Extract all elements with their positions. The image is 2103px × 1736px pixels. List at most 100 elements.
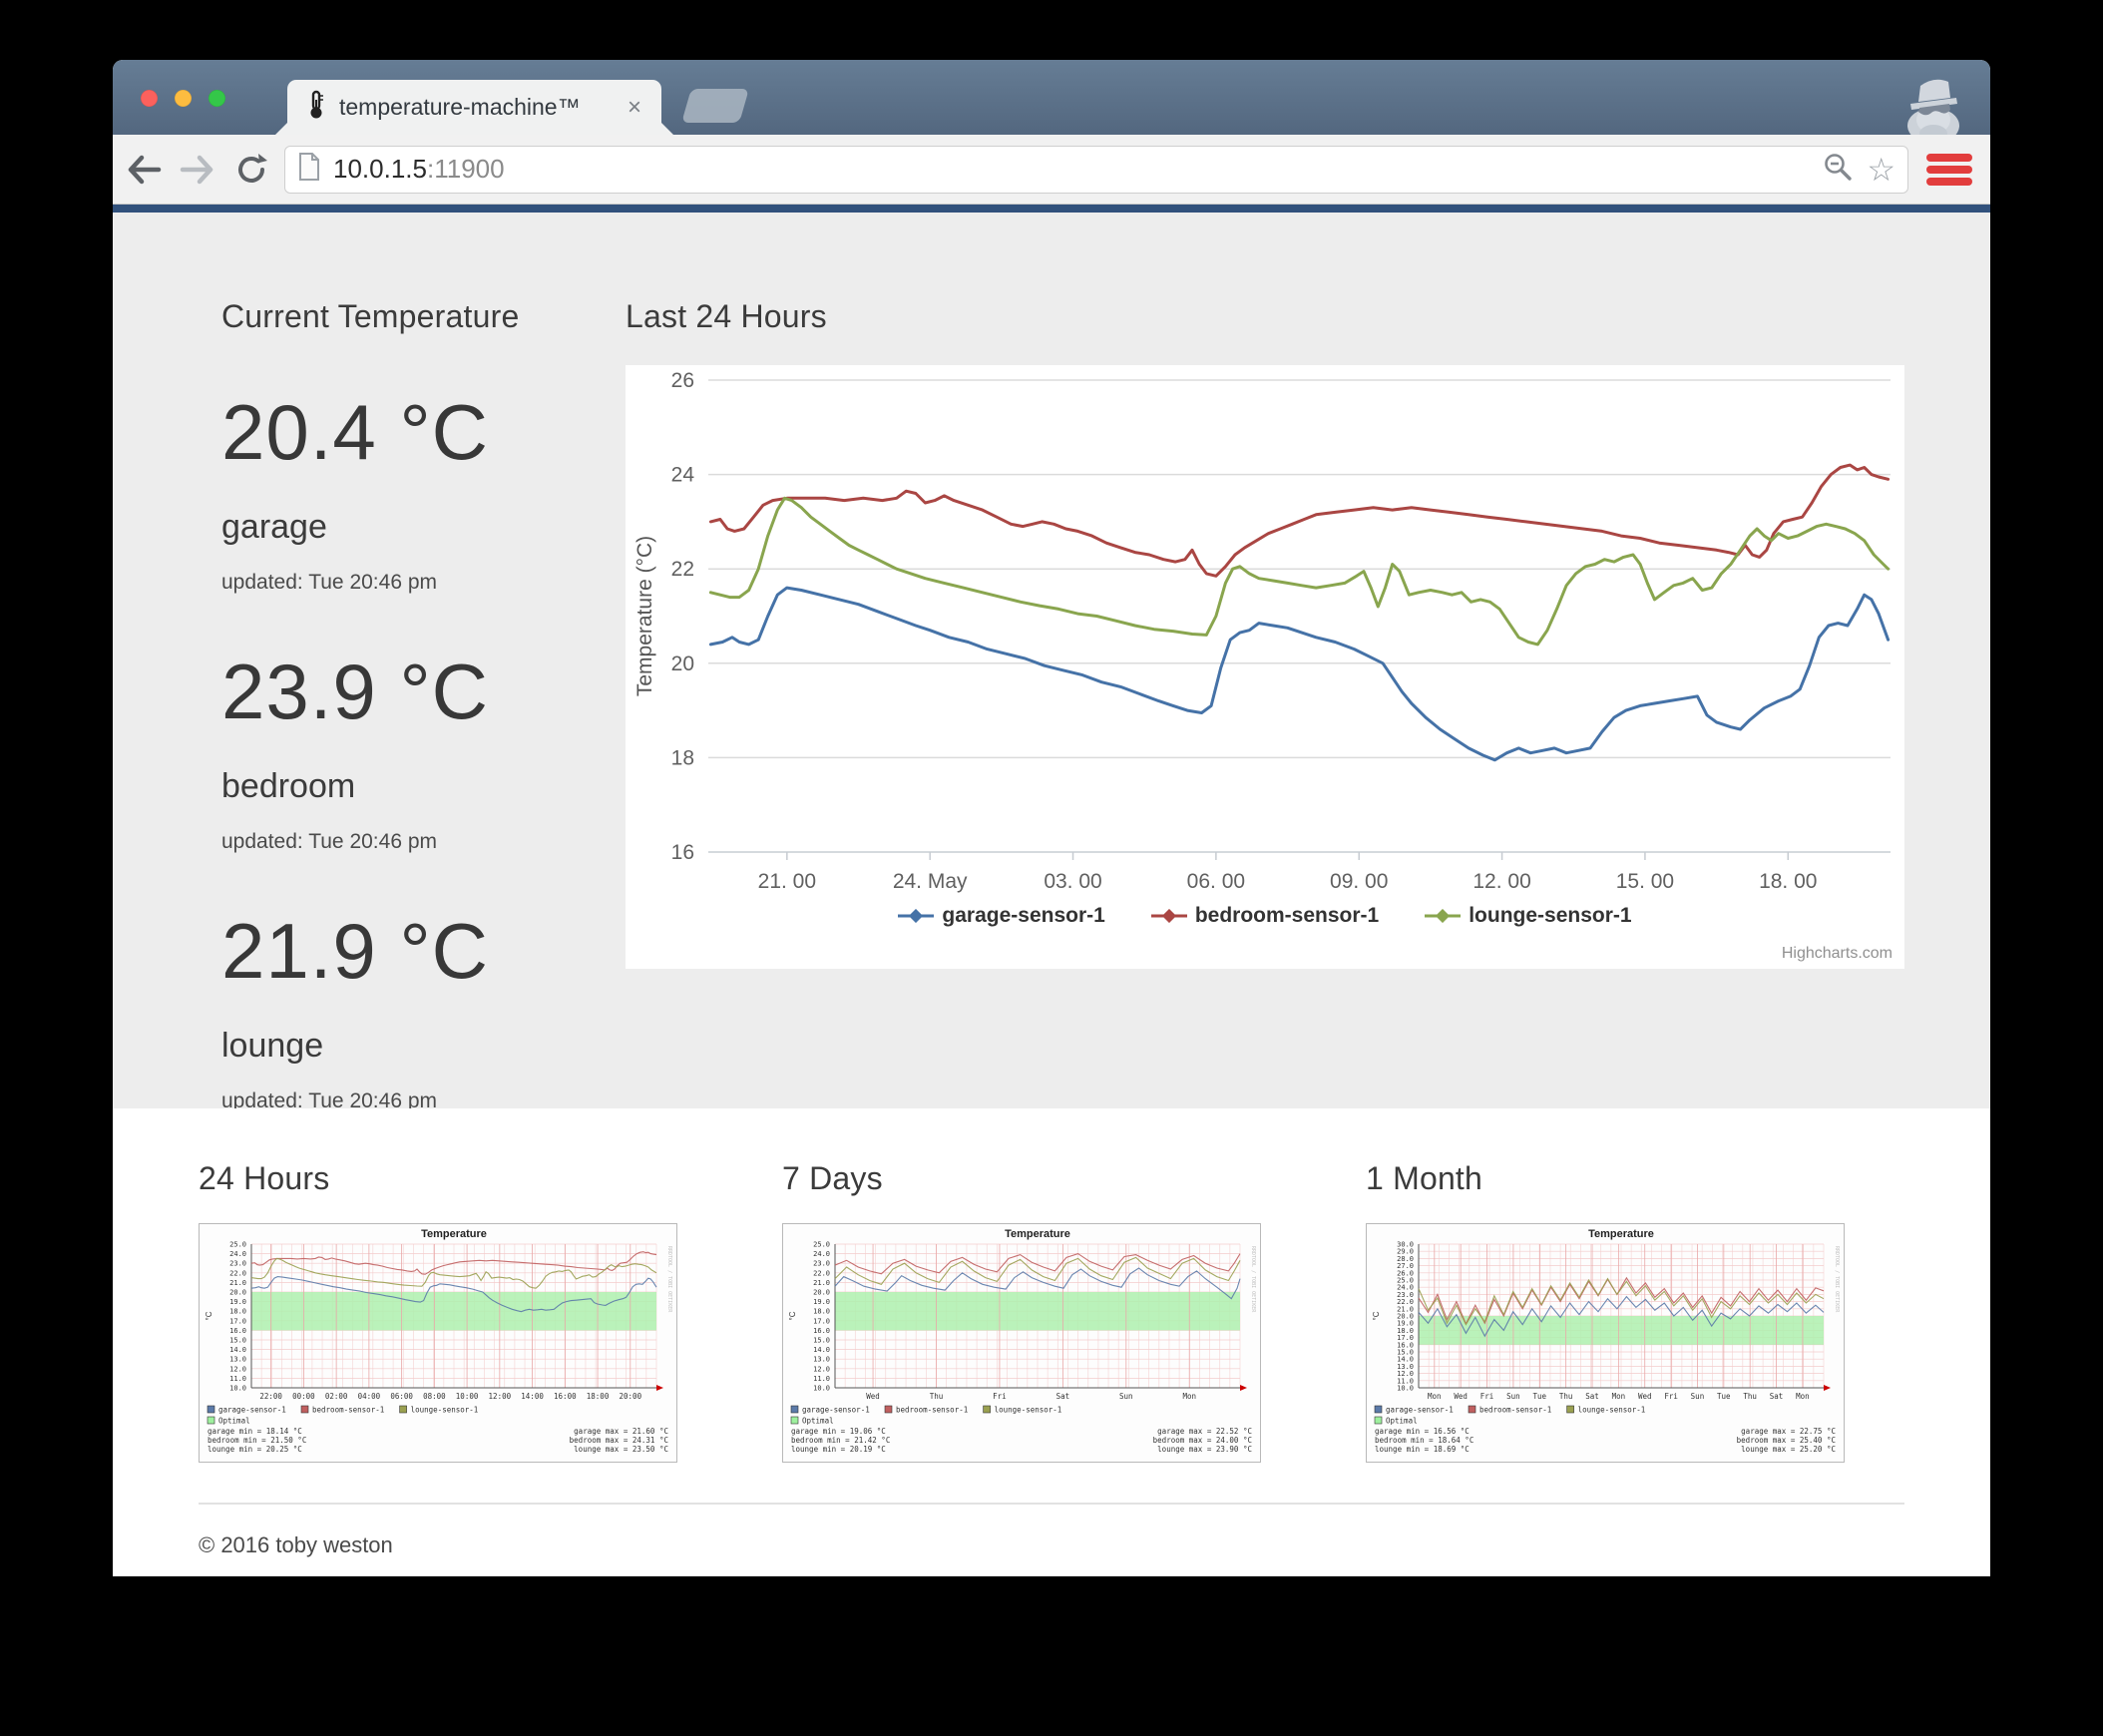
svg-text:Fri: Fri <box>993 1392 1007 1401</box>
thumb-heading-7d: 7 Days <box>782 1160 883 1196</box>
svg-text:14.0: 14.0 <box>229 1346 246 1354</box>
svg-text:20.0: 20.0 <box>1397 1313 1414 1321</box>
svg-text:24: 24 <box>671 464 695 487</box>
svg-text:28.0: 28.0 <box>1397 1255 1414 1263</box>
legend-item-lounge-sensor-1[interactable]: lounge-sensor-1 <box>1425 904 1632 928</box>
tab-close-icon[interactable]: × <box>627 93 641 121</box>
svg-text:18.0: 18.0 <box>813 1308 830 1316</box>
svg-text:16:00: 16:00 <box>554 1392 577 1401</box>
svg-text:15.0: 15.0 <box>229 1337 246 1345</box>
minimize-window-button[interactable] <box>175 90 192 107</box>
legend-label: lounge-sensor-1 <box>1469 904 1632 927</box>
sensor-name: garage <box>221 508 327 546</box>
svg-text:22.0: 22.0 <box>1397 1298 1414 1306</box>
svg-text:RRDTOOL / TOBI OETIKER: RRDTOOL / TOBI OETIKER <box>666 1246 672 1313</box>
thumbnail-graph-24h[interactable]: Temperature 22:00 00:00 02:00 04:00 06:00 08:0… <box>199 1223 677 1463</box>
history-7-days: 7 Days Temperature Wed Thu Fri Sat Sun Mon 10.0… <box>782 1160 1261 1463</box>
svg-text:Mon: Mon <box>1428 1392 1442 1401</box>
url-text[interactable]: 10.0.1.5:11900 <box>333 154 505 184</box>
footer-divider <box>199 1503 1904 1505</box>
browser-tab[interactable]: temperature-machine™ × <box>287 80 661 135</box>
svg-text:°C: °C <box>205 1311 213 1320</box>
svg-text:Optimal: Optimal <box>802 1417 834 1426</box>
svg-text:24. May: 24. May <box>893 870 968 893</box>
svg-text:16.0: 16.0 <box>1397 1341 1414 1349</box>
svg-text:16.0: 16.0 <box>813 1327 830 1335</box>
svg-text:04:00: 04:00 <box>358 1392 381 1401</box>
history-section: 24 Hours Temperature 22:00 00:00 02:00 04:00… <box>113 1108 1990 1576</box>
svg-text:lounge min = 18.69 °C: lounge min = 18.69 °C <box>1375 1445 1470 1454</box>
temperature-line-chart: 16 18 20 22 24 26 21. 00 24. May 03. 00 06. 00 09.… <box>633 369 1891 893</box>
sensor-reading: 20.4 °C garage updated: Tue 20:46 pm <box>221 387 626 595</box>
svg-text:24.0: 24.0 <box>229 1250 246 1258</box>
svg-text:18.0: 18.0 <box>1397 1327 1414 1335</box>
close-window-button[interactable] <box>141 90 158 107</box>
svg-text:13.0: 13.0 <box>1397 1363 1414 1371</box>
svg-text:18: 18 <box>671 746 694 769</box>
svg-text:Fri: Fri <box>1664 1392 1678 1401</box>
legend-item-bedroom-sensor-1[interactable]: bedroom-sensor-1 <box>1150 904 1380 928</box>
svg-text:10.0: 10.0 <box>229 1385 246 1393</box>
last-24-hours-chart: 16 18 20 22 24 26 21. 00 24. May 03. 00 06. 00 09.… <box>626 365 1904 969</box>
legend-item-garage-sensor-1[interactable]: garage-sensor-1 <box>898 904 1105 928</box>
browser-menu-icon[interactable] <box>1926 151 1972 189</box>
sensor-updated: updated: Tue 20:46 pm <box>221 1089 437 1112</box>
bookmark-star-icon[interactable]: ☆ <box>1867 151 1895 188</box>
forward-button[interactable] <box>175 147 220 193</box>
thumbnail-graph-7d[interactable]: Temperature Wed Thu Fri Sat Sun Mon 10.0 11.0 12.… <box>782 1223 1261 1463</box>
svg-text:lounge-sensor-1: lounge-sensor-1 <box>995 1406 1062 1415</box>
svg-text:15.0: 15.0 <box>1397 1349 1414 1357</box>
address-bar[interactable]: 10.0.1.5:11900 ☆ <box>284 145 1908 194</box>
svg-text:bedroom min = 21.42 °C: bedroom min = 21.42 °C <box>791 1436 890 1445</box>
zoom-window-button[interactable] <box>209 90 225 107</box>
svg-text:Sun: Sun <box>1506 1392 1520 1401</box>
svg-text:Wed: Wed <box>866 1392 880 1401</box>
thumbnail-graph-1m[interactable]: Temperature Mon Wed Fri Sun Tue Thu Sat Mon Wed Fr… <box>1366 1223 1845 1463</box>
svg-text:06. 00: 06. 00 <box>1187 870 1245 893</box>
svg-text:Wed: Wed <box>1638 1392 1652 1401</box>
new-tab-button[interactable] <box>681 89 749 123</box>
legend-label: bedroom-sensor-1 <box>1194 904 1380 927</box>
svg-text:Mon: Mon <box>1796 1392 1810 1401</box>
svg-text:lounge-sensor-1: lounge-sensor-1 <box>1578 1406 1646 1415</box>
svg-text:23.0: 23.0 <box>229 1260 246 1268</box>
svg-text:18. 00: 18. 00 <box>1759 870 1817 893</box>
back-button[interactable] <box>121 147 167 193</box>
svg-text:03. 00: 03. 00 <box>1044 870 1101 893</box>
sensor-value: 20.4 °C <box>221 388 490 476</box>
current-temperature-column: Current Temperature 20.4 °C garage updat… <box>221 298 626 1112</box>
svg-text:25.0: 25.0 <box>229 1241 246 1249</box>
page-document-icon <box>297 152 321 187</box>
svg-text:bedroom-sensor-1: bedroom-sensor-1 <box>312 1406 384 1415</box>
zoom-out-page-icon[interactable] <box>1823 152 1853 187</box>
svg-text:21. 00: 21. 00 <box>758 870 816 893</box>
svg-text:Tue: Tue <box>1532 1392 1546 1401</box>
svg-text:09. 00: 09. 00 <box>1330 870 1388 893</box>
highcharts-credit-link[interactable]: Highcharts.com <box>1781 945 1893 962</box>
svg-text:18.0: 18.0 <box>229 1308 246 1316</box>
svg-text:14.0: 14.0 <box>1397 1356 1414 1364</box>
browser-titlebar: temperature-machine™ × <box>113 60 1990 144</box>
svg-text:Sat: Sat <box>1585 1392 1599 1401</box>
current-temperature-heading: Current Temperature <box>221 298 520 334</box>
svg-text:21.0: 21.0 <box>813 1279 830 1287</box>
page-content: Current Temperature 20.4 °C garage updat… <box>113 213 1990 1576</box>
reload-button[interactable] <box>228 147 274 193</box>
svg-text:24.0: 24.0 <box>813 1250 830 1258</box>
svg-text:Optimal: Optimal <box>218 1417 250 1426</box>
svg-text:Mon: Mon <box>1182 1392 1196 1401</box>
svg-text:Wed: Wed <box>1454 1392 1468 1401</box>
svg-text:15.0: 15.0 <box>813 1337 830 1345</box>
browser-toolbar: 10.0.1.5:11900 ☆ <box>113 135 1990 205</box>
sensor-updated: updated: Tue 20:46 pm <box>221 830 437 853</box>
svg-text:bedroom-sensor-1: bedroom-sensor-1 <box>896 1406 968 1415</box>
svg-text:13.0: 13.0 <box>813 1356 830 1364</box>
history-24-hours: 24 Hours Temperature 22:00 00:00 02:00 04:00… <box>199 1160 677 1463</box>
svg-text:Temperature: Temperature <box>1588 1228 1654 1240</box>
svg-text:Tue: Tue <box>1717 1392 1731 1401</box>
thumb-heading-1m: 1 Month <box>1366 1160 1483 1196</box>
svg-text:lounge min = 20.25 °C: lounge min = 20.25 °C <box>208 1445 302 1454</box>
svg-text:24.0: 24.0 <box>1397 1284 1414 1292</box>
svg-text:30.0: 30.0 <box>1397 1241 1414 1249</box>
